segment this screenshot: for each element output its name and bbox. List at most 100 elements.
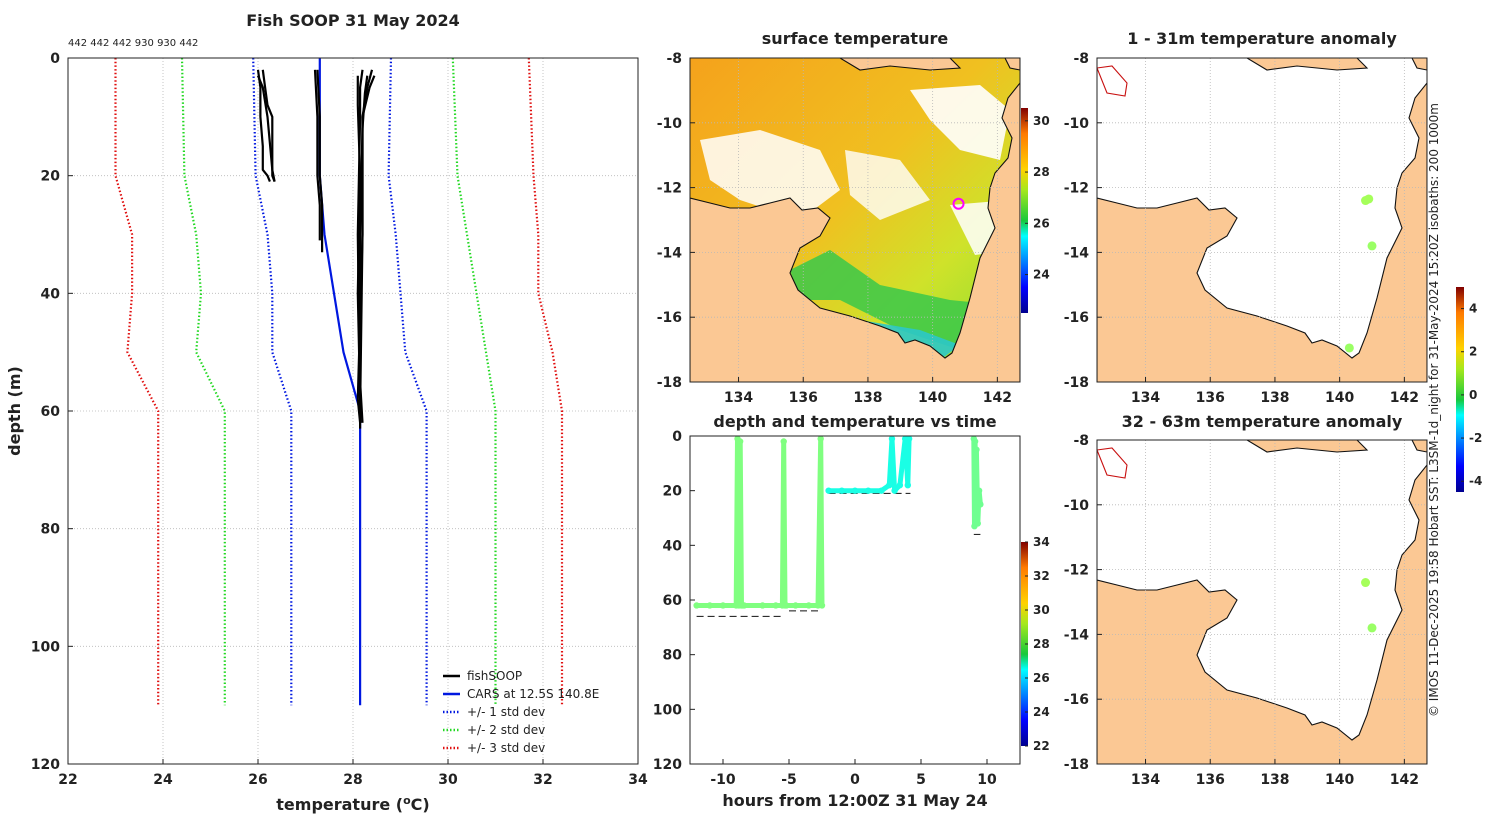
anom-cb-label: 4 bbox=[1469, 302, 1477, 316]
legend-label-std1: +/- 1 std dev bbox=[467, 705, 545, 719]
anom-upper-ytick-label: -14 bbox=[1064, 245, 1090, 261]
time-series-xlabel: hours from 12:00Z 31 May 24 bbox=[722, 791, 987, 810]
anom-upper-xtick-label: 142 bbox=[1390, 390, 1419, 406]
ts-cb-label: 24 bbox=[1033, 705, 1050, 719]
sst-map: surface temperature 134 136 138 140 142 -8 -10… bbox=[657, 29, 1050, 406]
ts-point bbox=[740, 602, 748, 609]
legend-label-std2: +/- 2 std dev bbox=[467, 723, 545, 737]
profile-header-ids: 442 442 442 930 930 442 bbox=[68, 38, 198, 49]
profile-ylabel: depth (m) bbox=[5, 366, 24, 456]
anom-cb-label: -2 bbox=[1469, 431, 1482, 445]
profile-xtick-label: 22 bbox=[58, 772, 77, 788]
anomaly-upper-grid bbox=[1097, 58, 1427, 382]
anomaly-upper-ticks: 134 136 138 140 142 -8 -10 -12 -14 -16 -18 bbox=[1064, 51, 1419, 406]
anom-upper-xtick-label: 138 bbox=[1260, 390, 1289, 406]
anomaly-upper-title: 1 - 31m temperature anomaly bbox=[1127, 29, 1397, 48]
sst-position-marker bbox=[952, 197, 965, 210]
anom-lower-point bbox=[1367, 623, 1377, 633]
sst-axes-frame bbox=[689, 57, 1021, 383]
time-series-title: depth and temperature vs time bbox=[713, 412, 996, 431]
ts-point bbox=[780, 438, 787, 445]
ts-point bbox=[772, 602, 779, 609]
sst-cb-label: 26 bbox=[1033, 216, 1050, 230]
ts-ytick-label: 40 bbox=[663, 538, 683, 554]
sst-cloud-3 bbox=[845, 150, 930, 220]
ts-xtick-label: 5 bbox=[916, 772, 926, 788]
ts-point bbox=[905, 435, 913, 442]
profile-std-line bbox=[180, 57, 226, 706]
profile-xtick-label: 34 bbox=[628, 772, 648, 788]
sst-title: surface temperature bbox=[762, 29, 949, 48]
sst-xtick-label: 136 bbox=[789, 390, 818, 406]
anom-upper-xtick-label: 134 bbox=[1131, 390, 1160, 406]
anom-upper-xtick-label: 136 bbox=[1196, 390, 1225, 406]
profile-ytick-label: 120 bbox=[31, 757, 60, 773]
profile-fish-line bbox=[316, 69, 324, 253]
sst-ticks: 134 136 138 140 142 -8 -10 -12 -14 -16 -18 bbox=[657, 51, 1012, 406]
copyright-note: © IMOS 11-Dec-2025 19:58 Hobart SST: L3S… bbox=[1427, 103, 1441, 717]
time-series-colorbar-ticks: 22 24 26 28 30 32 34 bbox=[1025, 535, 1050, 753]
profile-std-line bbox=[451, 57, 497, 706]
anom-upper-point bbox=[1367, 241, 1377, 251]
ts-point bbox=[886, 482, 893, 489]
ts-point bbox=[792, 602, 799, 609]
ts-cb-label: 34 bbox=[1033, 535, 1050, 549]
anomaly-colorbar bbox=[1456, 287, 1464, 492]
anom-lower-ytick-label: -18 bbox=[1064, 757, 1089, 773]
ts-point bbox=[971, 438, 979, 445]
ts-cb-label: 28 bbox=[1033, 637, 1050, 651]
ts-point bbox=[878, 487, 885, 494]
anom-lower-xtick-label: 140 bbox=[1325, 772, 1354, 788]
time-series-points bbox=[693, 435, 984, 617]
sst-cloud-1 bbox=[700, 130, 840, 220]
anom-lower-xtick-label: 136 bbox=[1196, 772, 1225, 788]
profile-fish-line bbox=[356, 75, 362, 423]
anom-upper-xtick-label: 140 bbox=[1325, 390, 1354, 406]
ts-point bbox=[973, 446, 980, 453]
profile-ytick-label: 60 bbox=[41, 404, 61, 420]
sst-ytick-label: -10 bbox=[657, 116, 683, 132]
anomaly-upper-body bbox=[1097, 58, 1427, 382]
sst-xtick-label: 138 bbox=[853, 390, 882, 406]
sst-cb-label: 28 bbox=[1033, 165, 1050, 179]
profile-xtick-label: 28 bbox=[343, 772, 362, 788]
sst-colorbar-ticks: 24 26 28 30 bbox=[1025, 114, 1050, 282]
sst-map-body bbox=[690, 58, 1020, 382]
anom-cb-label: 2 bbox=[1469, 345, 1477, 359]
sst-warm-shelf bbox=[790, 250, 1010, 350]
ts-point bbox=[783, 602, 790, 609]
sst-colorbar bbox=[1021, 108, 1028, 313]
ts-ytick-label: 60 bbox=[663, 593, 683, 609]
legend-label-cars: CARS at 12.5S 140.8E bbox=[467, 687, 599, 701]
ts-point bbox=[974, 520, 981, 527]
ts-point bbox=[972, 514, 979, 522]
profile-fish-line bbox=[356, 75, 376, 423]
sst-ytick-label: -18 bbox=[657, 375, 682, 391]
anomaly-lower-body bbox=[1097, 440, 1427, 764]
profile-ytick-label: 100 bbox=[31, 639, 60, 655]
ts-cb-label: 32 bbox=[1033, 569, 1050, 583]
profile-xtick-label: 32 bbox=[533, 772, 552, 788]
anom-upper-ytick-label: -8 bbox=[1073, 51, 1089, 67]
ts-point bbox=[706, 602, 713, 609]
ts-ytick-label: 20 bbox=[663, 484, 683, 500]
ts-xtick-label: -10 bbox=[710, 772, 736, 788]
profile-grid bbox=[68, 58, 638, 764]
anomaly-upper-points bbox=[1344, 194, 1377, 353]
sst-xtick-label: 140 bbox=[918, 390, 947, 406]
ts-xtick-label: -5 bbox=[781, 772, 797, 788]
ts-track bbox=[971, 436, 983, 529]
anomaly-lower-frame bbox=[1096, 439, 1428, 765]
sst-xtick-label: 134 bbox=[724, 390, 753, 406]
anom-upper-ytick-label: -18 bbox=[1064, 375, 1089, 391]
ts-point bbox=[736, 438, 744, 445]
profile-cars-line bbox=[318, 58, 362, 706]
profile-std-lines bbox=[114, 57, 564, 706]
ts-point bbox=[851, 487, 859, 494]
sst-cb-label: 24 bbox=[1033, 268, 1050, 282]
profile-fish-line bbox=[256, 69, 271, 183]
time-series-colorbar bbox=[1021, 542, 1028, 746]
ts-point bbox=[693, 602, 700, 609]
